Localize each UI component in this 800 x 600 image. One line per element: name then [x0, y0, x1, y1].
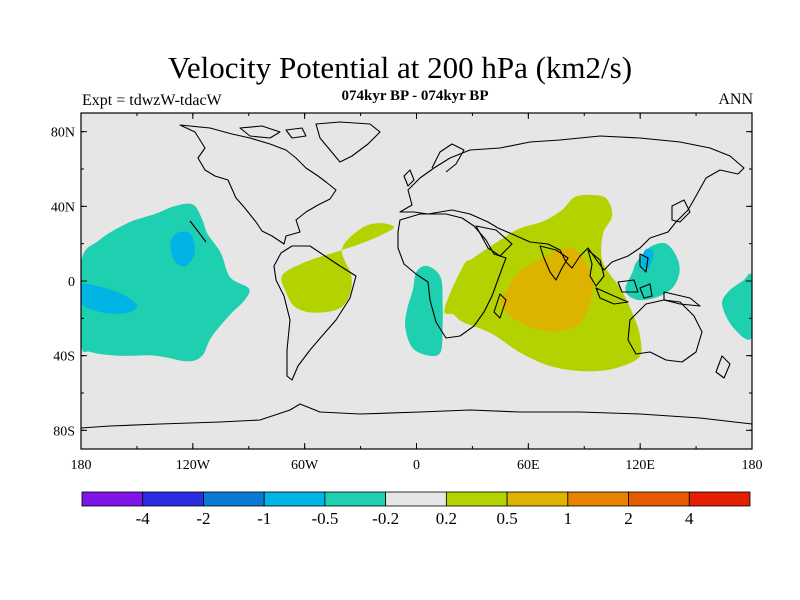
period-label: 074kyr BP - 074kyr BP — [341, 88, 489, 104]
coast-greenland — [315, 121, 381, 163]
colorbar-swatch — [324, 491, 387, 507]
colorbar-label: 0.5 — [496, 509, 517, 528]
colorbar-swatch — [142, 491, 204, 507]
lat-tick-label: 80S — [53, 424, 75, 439]
colorbar-label: 2 — [624, 509, 633, 528]
axis-labels: 180 120W 60W 0 60E 120E 180 80N 40N 0 40S 80S — [51, 126, 763, 473]
region-east-pacific-core — [170, 231, 195, 267]
lat-tick-label: 0 — [68, 275, 75, 290]
coast-antarctica — [81, 403, 752, 429]
anomaly-regions — [81, 194, 752, 372]
colorbar-swatch — [203, 491, 265, 507]
coast-south-america — [273, 245, 357, 381]
lat-tick-label: 40N — [51, 200, 75, 215]
lat-tick-label: 80N — [51, 126, 75, 141]
region-southwest-pacific-negative — [722, 273, 752, 340]
experiment-label: Expt = tdwzW-tdacW — [82, 92, 222, 109]
colorbar-label: -2 — [196, 509, 210, 528]
coast-india — [539, 245, 569, 281]
region-south-pacific-core — [81, 283, 137, 314]
colorbar-swatch — [445, 491, 508, 507]
coast-madagascar — [493, 293, 507, 319]
region-south-atlantic-negative — [405, 265, 443, 357]
region-maritime-continent-negative — [625, 243, 680, 301]
coast-japan — [671, 199, 691, 223]
coastlines — [81, 121, 752, 429]
coast-indochina — [587, 249, 605, 287]
colorbar-label: -4 — [136, 509, 151, 528]
colorbar-label: 4 — [685, 509, 694, 528]
region-indian-ocean-core — [500, 247, 594, 332]
lon-tick-label: 120W — [176, 458, 211, 473]
colorbar-swatch — [81, 491, 144, 507]
coast-arctic-islands — [239, 125, 307, 139]
lat-tick-label: 40S — [53, 350, 75, 365]
colorbar-swatch — [385, 491, 447, 507]
lon-tick-label: 60W — [291, 458, 319, 473]
lon-tick-label: 180 — [71, 458, 92, 473]
coast-baja — [189, 220, 207, 243]
lon-tick-label: 120E — [625, 458, 655, 473]
colorbar-swatch — [567, 491, 629, 507]
region-south-america-positive — [281, 223, 395, 313]
lon-tick-label: 180 — [742, 458, 763, 473]
colorbar-swatch — [628, 491, 690, 507]
coast-africa — [397, 213, 507, 339]
colorbar-swatch — [688, 491, 751, 507]
coast-british-isles — [403, 169, 415, 187]
colorbar-swatch — [506, 491, 569, 507]
colorbar-label: -1 — [257, 509, 271, 528]
coast-australia — [627, 299, 703, 363]
coast-arabia — [475, 225, 513, 257]
lon-tick-label: 60E — [517, 458, 540, 473]
coast-scandinavia — [431, 143, 465, 173]
colorbar-label: 1 — [564, 509, 573, 528]
coast-new-zealand — [715, 355, 731, 379]
colorbar-label: 0.2 — [436, 509, 457, 528]
plot-title: Velocity Potential at 200 hPa (km2/s) — [167, 50, 633, 85]
colorbar: -4 -2 -1 -0.5 -0.2 0.2 0.5 1 2 4 — [81, 491, 751, 528]
coast-eurasia — [399, 135, 745, 271]
coast-indonesia — [595, 279, 701, 307]
lon-tick-label: 0 — [413, 458, 420, 473]
coast-philippines — [639, 253, 649, 273]
region-east-pacific-negative — [81, 203, 250, 362]
colorbar-label: -0.5 — [311, 509, 338, 528]
colorbar-swatch — [263, 491, 326, 507]
axis-ticks — [80, 113, 753, 449]
colorbar-label: -0.2 — [372, 509, 399, 528]
season-label: ANN — [718, 91, 753, 108]
coast-north-america — [179, 124, 337, 245]
